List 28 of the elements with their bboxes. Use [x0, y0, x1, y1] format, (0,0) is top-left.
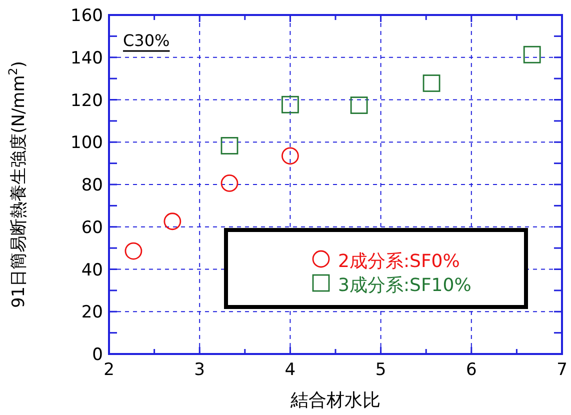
- y-tick-label: 120: [70, 90, 103, 111]
- y-tick-label: 80: [81, 176, 103, 196]
- legend-label: 3成分系:SF10%: [338, 275, 472, 296]
- xtick: 6: [466, 360, 477, 380]
- xtick: 5: [375, 360, 386, 380]
- y-tick-label: 0: [92, 345, 103, 365]
- xtick: 7: [556, 360, 568, 380]
- y-tick-label: 100: [70, 133, 103, 154]
- y-tick-label: 20: [81, 302, 103, 323]
- xtick: 2: [104, 360, 114, 380]
- point: [282, 96, 299, 114]
- point: [220, 137, 238, 154]
- point: [164, 212, 182, 230]
- xtick: 4: [284, 360, 296, 380]
- annotation: C30%: [123, 31, 170, 50]
- point: [523, 46, 541, 64]
- xtick: 3: [194, 360, 206, 380]
- x-axis-title: 結合材水比: [290, 390, 380, 411]
- y-tick-label: 160: [70, 6, 103, 26]
- point: [282, 147, 299, 165]
- y-tick-label: 140: [70, 48, 103, 68]
- point: [350, 96, 368, 114]
- point: [124, 242, 142, 260]
- point: [422, 74, 440, 92]
- y-tick-label: 40: [81, 260, 103, 280]
- y-tick-label: 60: [81, 218, 103, 238]
- point: [220, 174, 238, 192]
- legend-label: 2成分系:SF0%: [338, 251, 460, 272]
